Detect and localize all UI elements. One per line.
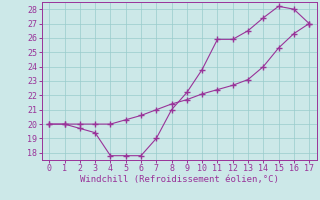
X-axis label: Windchill (Refroidissement éolien,°C): Windchill (Refroidissement éolien,°C) [80, 175, 279, 184]
